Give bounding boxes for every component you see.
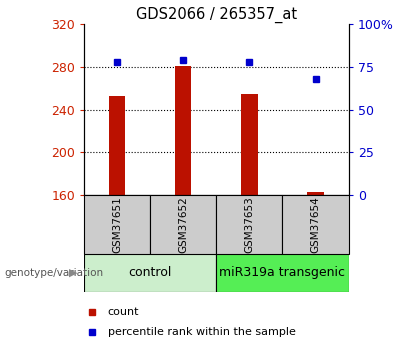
Title: GDS2066 / 265357_at: GDS2066 / 265357_at xyxy=(136,7,297,23)
Text: control: control xyxy=(129,266,172,279)
Bar xyxy=(307,192,324,195)
Bar xyxy=(175,66,192,195)
Text: GSM37651: GSM37651 xyxy=(112,196,122,253)
Bar xyxy=(282,195,349,254)
Text: GSM37653: GSM37653 xyxy=(244,196,255,253)
Bar xyxy=(150,195,216,254)
Bar xyxy=(109,96,125,195)
Bar xyxy=(241,93,257,195)
Text: GSM37654: GSM37654 xyxy=(310,196,320,253)
Bar xyxy=(84,254,216,292)
Text: GSM37652: GSM37652 xyxy=(178,196,188,253)
Text: ▶: ▶ xyxy=(69,268,78,277)
Bar xyxy=(216,195,283,254)
Text: miR319a transgenic: miR319a transgenic xyxy=(220,266,345,279)
Bar xyxy=(84,195,150,254)
Text: percentile rank within the sample: percentile rank within the sample xyxy=(108,327,296,337)
Text: genotype/variation: genotype/variation xyxy=(4,268,103,277)
Bar xyxy=(216,254,349,292)
Text: count: count xyxy=(108,307,139,317)
